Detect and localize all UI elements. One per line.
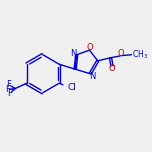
- Text: F: F: [6, 80, 11, 89]
- Text: F: F: [7, 89, 12, 98]
- Text: F: F: [5, 85, 10, 94]
- Text: O: O: [109, 64, 116, 73]
- Text: N: N: [89, 72, 96, 81]
- Text: CH$_3$: CH$_3$: [132, 48, 148, 61]
- Text: O: O: [87, 43, 93, 52]
- Text: Cl: Cl: [67, 83, 76, 92]
- Text: O: O: [117, 49, 124, 58]
- Text: N: N: [70, 49, 76, 58]
